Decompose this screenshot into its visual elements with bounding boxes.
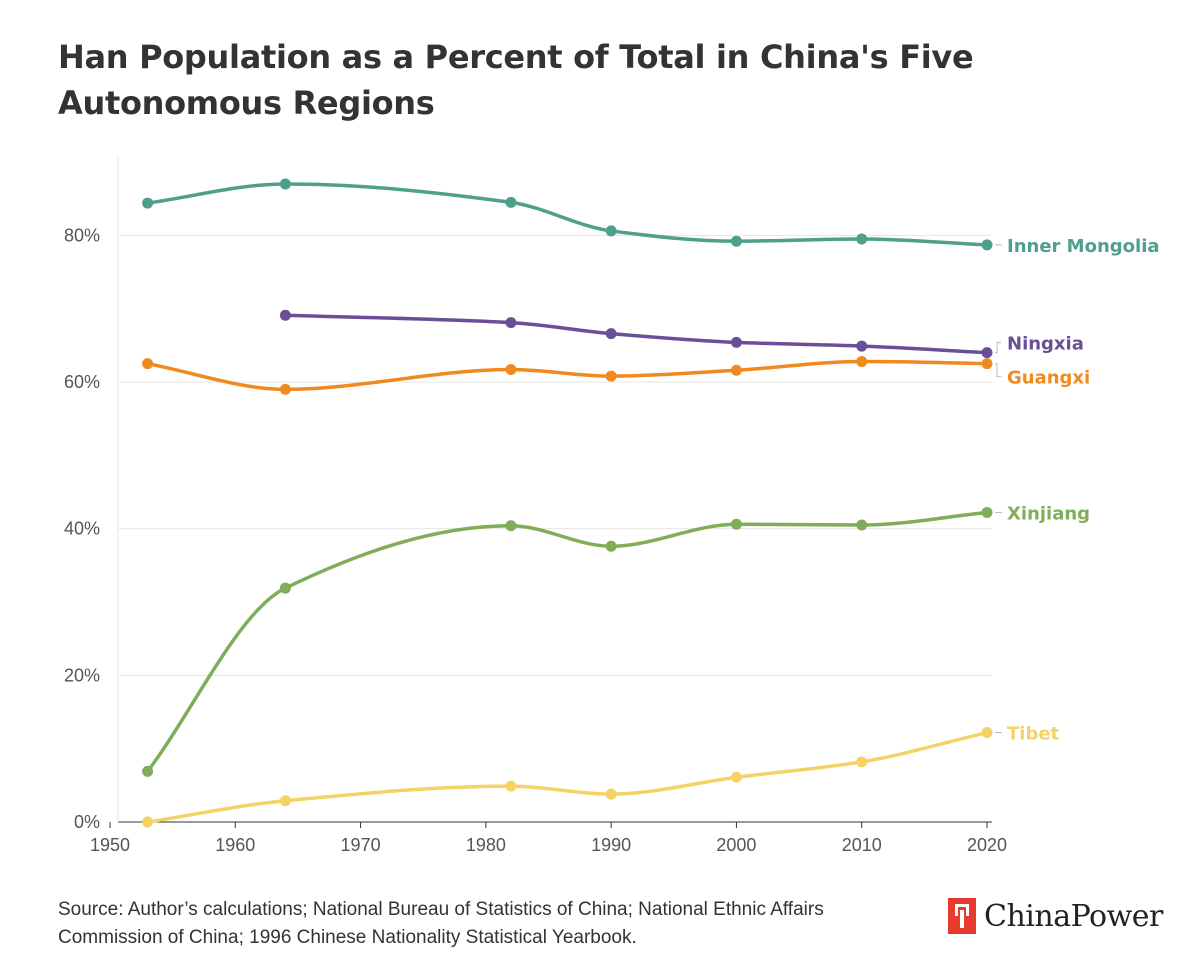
data-point-guangxi[interactable]	[981, 358, 993, 370]
source-note: Source: Author’s calculations; National …	[58, 899, 824, 948]
series-line-ningxia	[283, 313, 989, 355]
label-connector-ningxia	[995, 342, 1001, 354]
data-point-inner-mongolia[interactable]	[981, 239, 993, 251]
series-line-tibet	[145, 730, 989, 824]
label-connector-guangxi	[995, 363, 1001, 378]
data-point-tibet[interactable]	[142, 816, 154, 828]
data-point-guangxi[interactable]	[142, 358, 154, 370]
chart-title: Han Population as a Percent of Total in …	[58, 38, 974, 122]
line-chart: 0% 20% 40% 60% 80% 1950 1960 1970 1980 1990 2000 20…	[64, 156, 1160, 855]
x-tick-label: 1950	[90, 835, 130, 855]
x-tick-label: 1960	[215, 835, 255, 855]
x-tick-label: 1980	[466, 835, 506, 855]
data-point-tibet[interactable]	[279, 795, 291, 807]
series-layer	[142, 178, 993, 828]
brand-logo: ChinaPower	[948, 896, 1163, 936]
gridlines	[117, 156, 992, 823]
data-point-guangxi[interactable]	[856, 355, 868, 367]
data-point-tibet[interactable]	[981, 727, 993, 739]
data-point-xinjiang[interactable]	[730, 518, 742, 530]
data-point-tibet[interactable]	[856, 756, 868, 768]
x-tick-label: 2010	[842, 835, 882, 855]
axes: 0% 20% 40% 60% 80% 1950 1960 1970 1980 1990 2000 20…	[64, 225, 1007, 855]
data-point-xinjiang[interactable]	[142, 765, 154, 777]
data-point-xinjiang[interactable]	[505, 520, 517, 532]
data-point-ningxia[interactable]	[505, 317, 517, 329]
y-tick-label: 20%	[64, 665, 100, 685]
brand-name: ChinaPower	[984, 898, 1163, 934]
data-point-tibet[interactable]	[505, 780, 517, 792]
series-labels: Inner Mongolia Ningxia Guangxi Xinjiang Tibe…	[995, 236, 1160, 745]
data-point-ningxia[interactable]	[856, 340, 868, 352]
chinapower-logo-icon	[948, 898, 976, 934]
data-point-inner-mongolia[interactable]	[856, 233, 868, 245]
y-tick-label: 0%	[74, 812, 100, 832]
data-point-ningxia[interactable]	[605, 328, 617, 340]
data-point-tibet[interactable]	[730, 771, 742, 783]
series-label-xinjiang: Xinjiang	[1007, 504, 1090, 525]
series-label-guangxi: Guangxi	[1007, 368, 1090, 389]
data-point-guangxi[interactable]	[730, 364, 742, 376]
series-label-inner-mongolia: Inner Mongolia	[1007, 236, 1160, 257]
data-point-xinjiang[interactable]	[856, 519, 868, 531]
series-label-ningxia: Ningxia	[1007, 334, 1084, 355]
data-point-inner-mongolia[interactable]	[730, 235, 742, 247]
x-tick-label: 1970	[341, 835, 381, 855]
y-tick-label: 80%	[64, 225, 100, 245]
data-point-ningxia[interactable]	[279, 309, 291, 321]
data-point-tibet[interactable]	[605, 788, 617, 800]
series-label-tibet: Tibet	[1007, 724, 1060, 745]
y-tick-label: 40%	[64, 519, 100, 539]
data-point-ningxia[interactable]	[730, 336, 742, 348]
x-tick-label: 2020	[967, 835, 1007, 855]
series-line-xinjiang	[145, 510, 989, 774]
data-point-inner-mongolia[interactable]	[605, 225, 617, 237]
x-tick-label: 2000	[716, 835, 756, 855]
data-point-inner-mongolia[interactable]	[142, 197, 154, 209]
data-point-xinjiang[interactable]	[981, 507, 993, 519]
x-tick-label: 1990	[591, 835, 631, 855]
data-point-xinjiang[interactable]	[279, 582, 291, 594]
data-point-guangxi[interactable]	[505, 364, 517, 376]
data-point-inner-mongolia[interactable]	[279, 178, 291, 190]
data-point-ningxia[interactable]	[981, 347, 993, 359]
y-tick-label: 60%	[64, 372, 100, 392]
data-point-inner-mongolia[interactable]	[505, 196, 517, 208]
data-point-guangxi[interactable]	[605, 370, 617, 382]
data-point-xinjiang[interactable]	[605, 540, 617, 552]
data-point-guangxi[interactable]	[279, 383, 291, 395]
